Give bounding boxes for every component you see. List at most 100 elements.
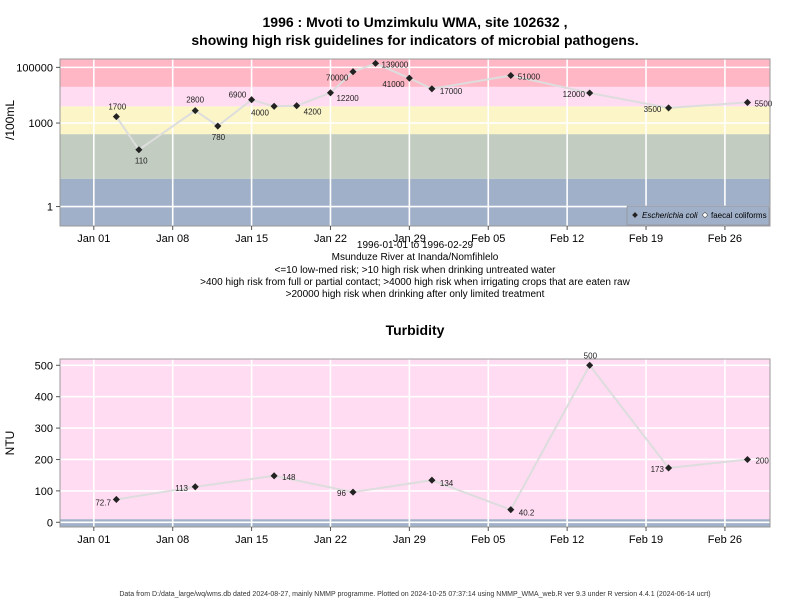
- data-label: 500: [584, 351, 598, 360]
- data-label: 173: [651, 465, 665, 474]
- data-point: [665, 104, 673, 112]
- data-point: [507, 506, 515, 514]
- data-point: [743, 98, 751, 106]
- y-tick-label: 200: [35, 454, 53, 466]
- gridlines: [60, 359, 770, 527]
- y-tick-label: 0: [47, 517, 53, 529]
- data-point: [428, 476, 436, 484]
- legend: Escherichia coli faecal coliforms: [626, 205, 770, 226]
- turbidity-bands: [60, 359, 770, 527]
- footer-note: Data from D:/data_large/wq/wms.db dated …: [119, 591, 710, 598]
- note-risk-3: >20000 high risk when drinking after onl…: [286, 289, 545, 300]
- data-point: [326, 89, 335, 97]
- x-tick-label: Feb 19: [629, 534, 663, 546]
- data-point: [191, 483, 199, 491]
- y-tick-label: 100: [35, 486, 53, 498]
- data-point: [270, 102, 278, 110]
- note-site: Msunduze River at Inanda/Nomfihlelo: [332, 252, 499, 263]
- x-tick-label: Feb 12: [550, 233, 584, 245]
- x-tick-label: Jan 01: [77, 233, 110, 245]
- x-axis: Jan 01 Jan 08 Jan 15 Jan 22 Jan 29 Feb 05 Feb …: [77, 226, 742, 245]
- data-label: 72.7: [95, 498, 111, 507]
- data-label: 17000: [440, 87, 463, 96]
- data-point: [214, 122, 222, 130]
- risk-band: [60, 134, 770, 179]
- x-tick-label: Jan 29: [393, 534, 426, 546]
- legend-marker-ecoli: [632, 212, 638, 218]
- data-point: [743, 455, 751, 464]
- data-point: [586, 89, 594, 97]
- data-point: [112, 495, 120, 503]
- data-label: 40.2: [519, 509, 535, 518]
- data-label: 5500: [754, 99, 772, 108]
- data-point: [405, 74, 413, 82]
- data-point: [586, 361, 594, 369]
- series-line: [115, 62, 748, 152]
- data-label: 110: [135, 157, 148, 166]
- x-tick-label: Jan 22: [314, 534, 347, 546]
- x-tick-label: Feb 12: [550, 534, 584, 546]
- risk-band: [60, 359, 770, 520]
- x-tick-label: Feb 26: [708, 233, 742, 245]
- data-label: 3500: [644, 105, 662, 114]
- legend-marker-faecal: [701, 211, 709, 219]
- x-tick-label: Jan 08: [156, 233, 189, 245]
- data-label: 4200: [304, 108, 322, 117]
- note-risk-2: >400 high risk from full or partial cont…: [200, 277, 630, 288]
- y-tick-label: 100000: [16, 62, 53, 74]
- x-tick-label: Feb 26: [708, 534, 742, 546]
- data-point: [665, 464, 673, 472]
- data-label: 51000: [518, 73, 541, 82]
- plot-frame: [59, 358, 771, 528]
- risk-band: [60, 59, 770, 87]
- x-axis: Jan 01 Jan 08 Jan 15 Jan 22 Jan 29 Feb 05 Feb …: [77, 527, 742, 546]
- x-tick-label: Feb 05: [471, 534, 505, 546]
- x-tick-label: Feb 05: [471, 233, 505, 245]
- data-point: [428, 85, 436, 93]
- note-date-range: 1996-01-01 to 1996-02-29: [357, 240, 474, 251]
- data-label: 148: [282, 473, 296, 482]
- chart-notes: 1996-01-01 to 1996-02-29 Msunduze River …: [200, 240, 630, 300]
- data-point: [135, 146, 143, 154]
- data-point: [507, 71, 515, 80]
- y-axis: 1 1000 100000: [16, 62, 60, 214]
- data-point: [112, 113, 120, 121]
- data-label: 96: [337, 489, 346, 498]
- x-tick-label: Jan 29: [393, 233, 426, 245]
- data-point: [270, 472, 278, 480]
- y-tick-label: 500: [35, 360, 53, 372]
- y-axis-label: /100mL: [3, 100, 17, 140]
- data-point: [248, 96, 256, 104]
- legend-box: [626, 205, 770, 226]
- x-tick-label: Feb 19: [629, 233, 663, 245]
- chart-title: 1996 : Mvoti to Umzimkulu WMA, site 1026…: [263, 14, 568, 30]
- x-tick-label: Jan 15: [235, 534, 268, 546]
- data-label: 12000: [563, 90, 586, 99]
- x-tick-label: Jan 08: [156, 534, 189, 546]
- data-label: 4000: [251, 108, 269, 117]
- ecoli-data-labels: 1700 110 2800 780 6900 4000 4200 12200 70000 1390…: [108, 60, 772, 165]
- turbidity-data-labels: 72.7 113 148 96 134 40.2 500 173 200: [95, 351, 769, 517]
- turbidity-plot-panel: 72.7 113 148 96 134 40.2 500 173 200 0 100 200 300 4…: [3, 351, 771, 546]
- data-label: 113: [175, 484, 188, 493]
- legend-label-ecoli: Escherichia coli: [642, 211, 698, 220]
- turbidity-title: Turbidity: [386, 322, 445, 338]
- risk-band: [60, 86, 770, 107]
- plot-frame: [59, 58, 771, 227]
- data-label: 780: [212, 133, 226, 142]
- risk-bands: [60, 59, 770, 226]
- ecoli-points: [112, 59, 751, 154]
- x-tick-label: Jan 22: [314, 233, 347, 245]
- data-point: [372, 59, 380, 67]
- data-point: [349, 68, 357, 76]
- data-point: [293, 102, 301, 110]
- risk-band: [60, 106, 770, 135]
- data-label: 12200: [336, 94, 359, 103]
- x-tick-label: Jan 01: [77, 534, 110, 546]
- data-label: 41000: [382, 80, 405, 89]
- y-tick-label: 300: [35, 423, 53, 435]
- data-label: 139000: [382, 60, 409, 69]
- y-tick-label: 400: [35, 392, 53, 404]
- ecoli-series-line: [115, 62, 748, 152]
- chart-subtitle: showing high risk guidelines for indicat…: [191, 32, 638, 48]
